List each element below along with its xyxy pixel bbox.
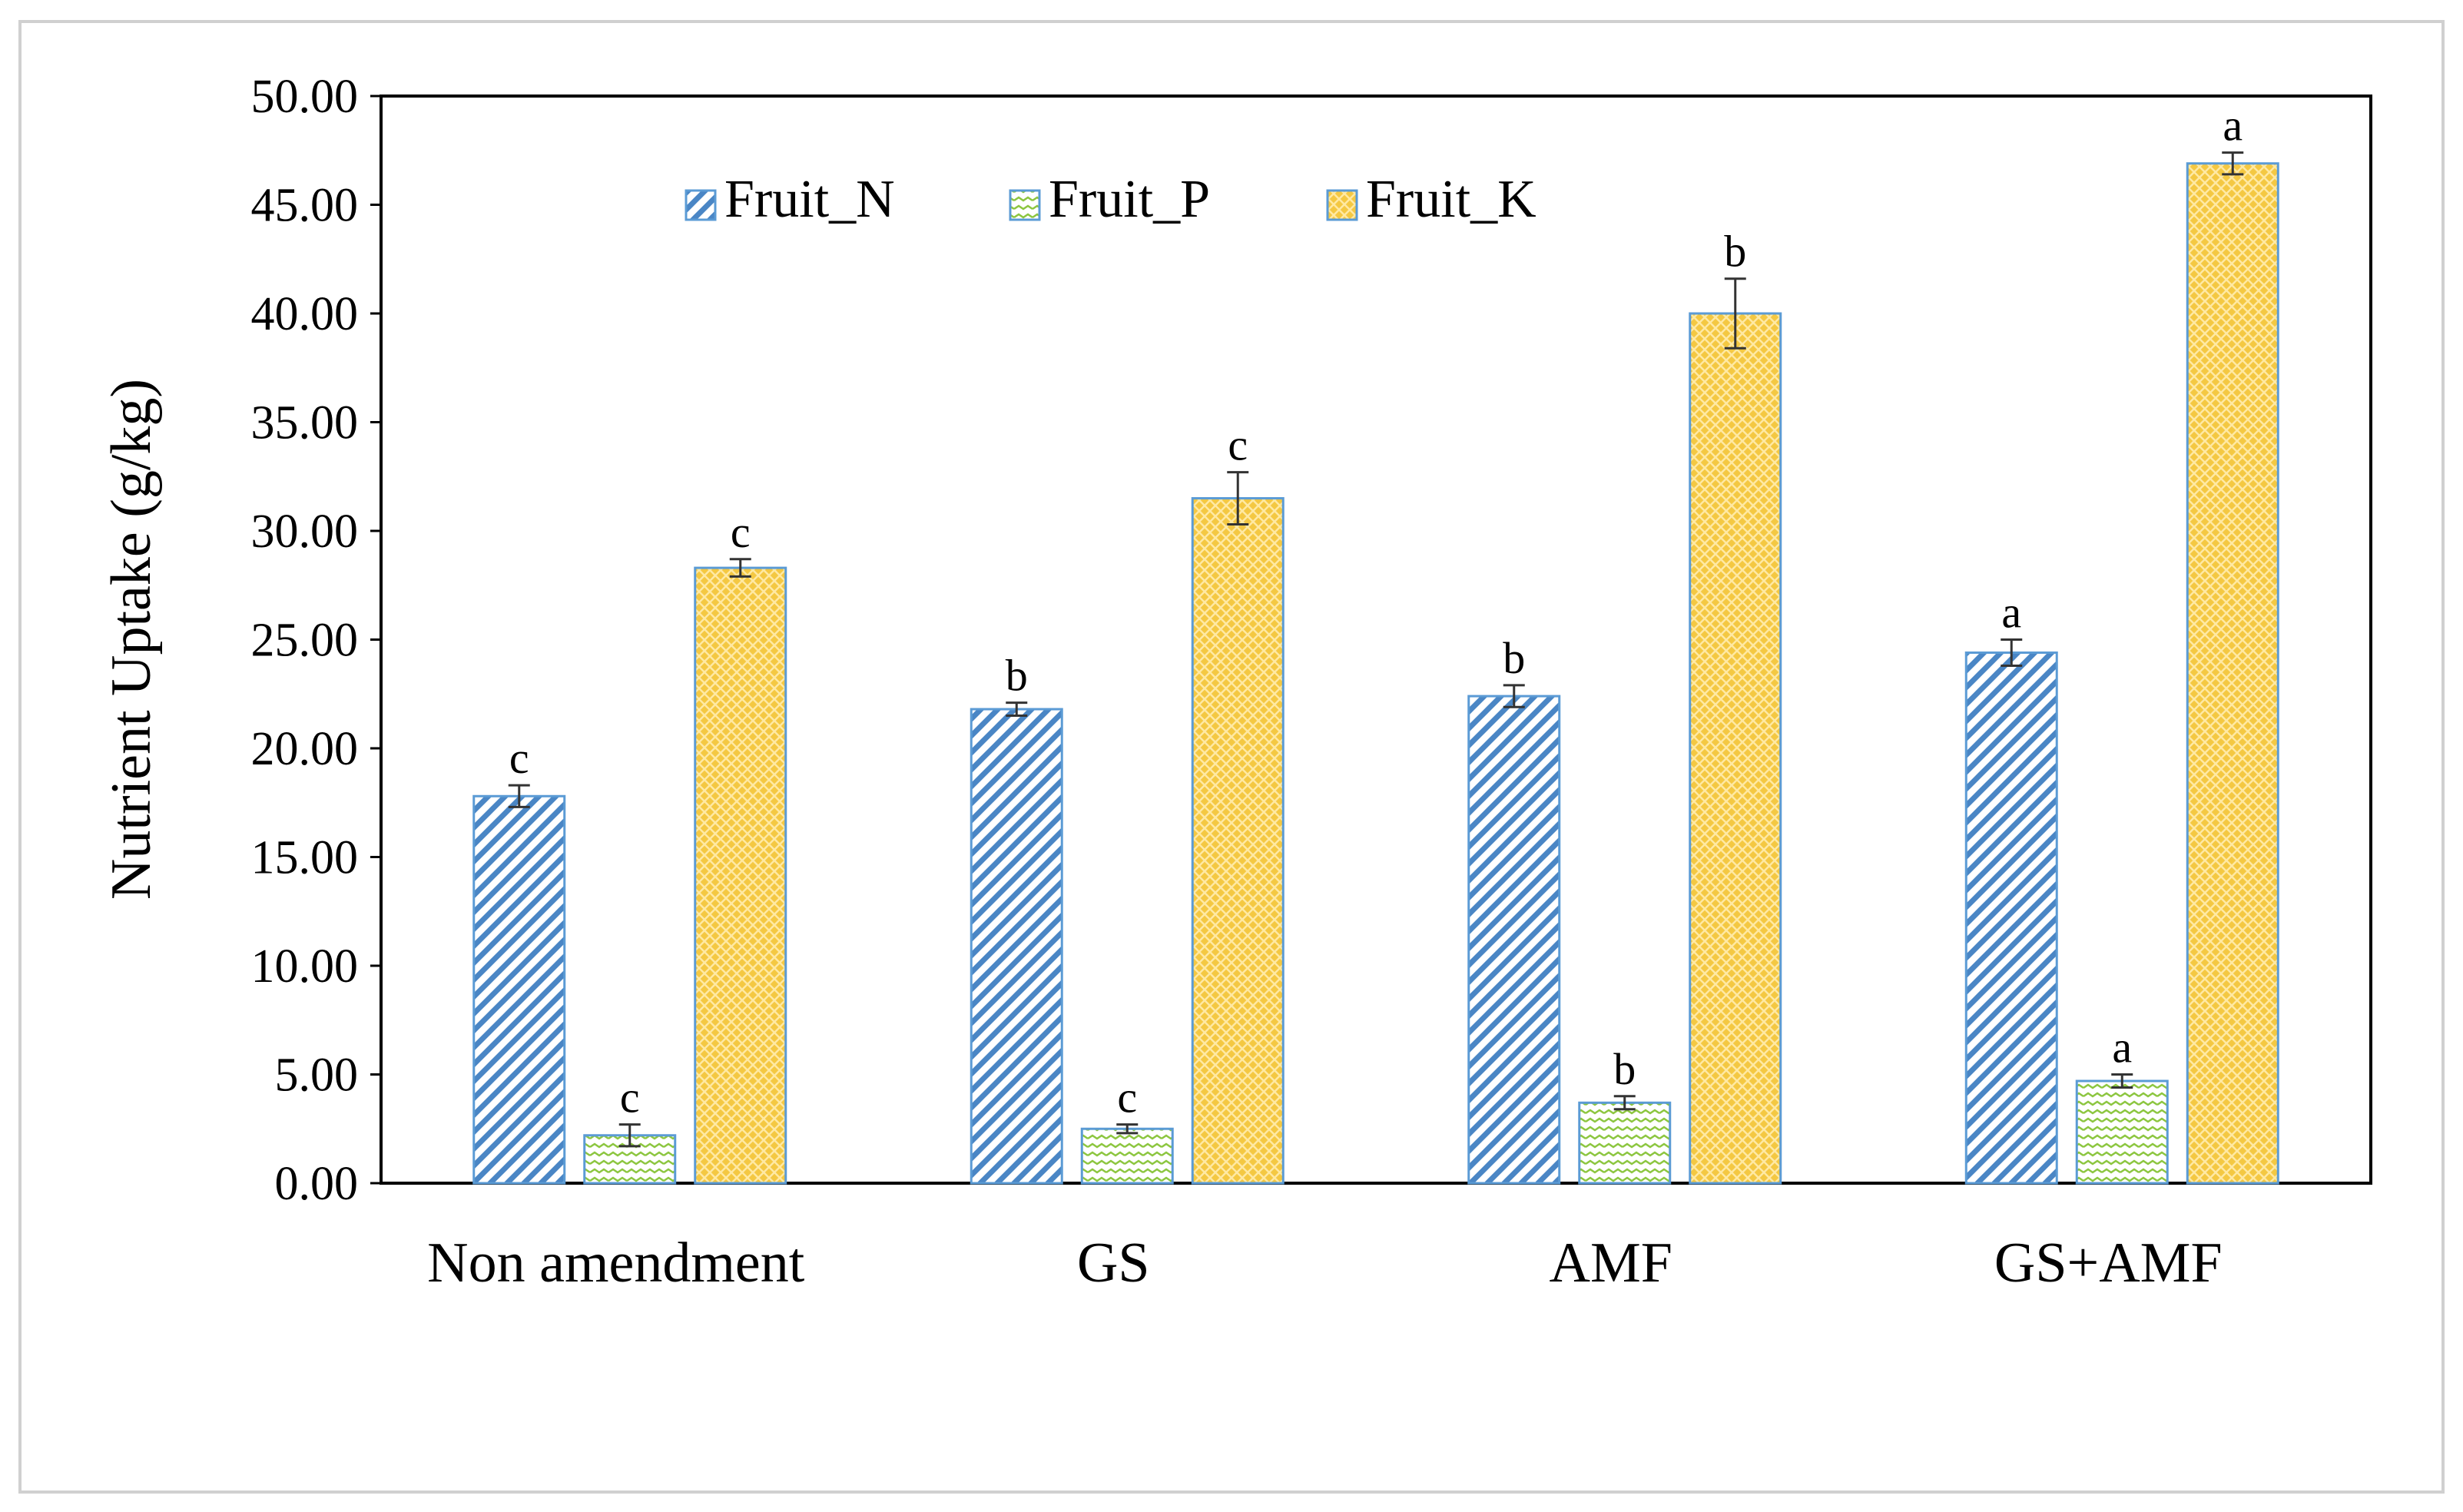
x-category-label: AMF xyxy=(1550,1232,1672,1295)
legend-swatch xyxy=(1326,189,1358,221)
significance-letter: c xyxy=(509,733,529,783)
legend-swatch xyxy=(1009,189,1041,221)
y-tick-label: 20.00 xyxy=(251,723,359,775)
y-axis-ticks: 0.00 5.00 10.00 15.00 20.00 25.00 30.00 35.00 40… xyxy=(251,71,381,1210)
bar-fruit-k xyxy=(694,566,787,1185)
significance-letter: b xyxy=(1503,633,1525,683)
significance-letter: b xyxy=(1724,227,1746,277)
significance-letter: a xyxy=(2112,1023,2132,1073)
bar-fruit-k xyxy=(2186,162,2279,1185)
significance-letter: c xyxy=(731,507,751,557)
bar-fruit-p xyxy=(1578,1101,1672,1185)
y-axis-label: Nutrient Uptake (g/kg) xyxy=(100,379,163,900)
bar-fruit-p xyxy=(1080,1127,1174,1185)
y-tick-label: 0.00 xyxy=(275,1158,359,1210)
bar-fruit-n xyxy=(1964,651,2058,1185)
y-tick-label: 15.00 xyxy=(251,832,359,884)
significance-letter: c xyxy=(620,1073,640,1122)
x-axis-categories: Non amendment GS AMF GS+AMF xyxy=(427,1232,2222,1295)
y-tick-label: 5.00 xyxy=(275,1049,359,1102)
y-tick-label: 25.00 xyxy=(251,615,359,667)
significance-letter: a xyxy=(2001,588,2021,638)
significance-letter: b xyxy=(1006,651,1028,701)
legend: Fruit_N Fruit_P Fruit_K xyxy=(685,170,1536,229)
y-tick-label: 35.00 xyxy=(251,397,359,449)
bar-fruit-n xyxy=(970,708,1063,1185)
legend-label: Fruit_P xyxy=(1049,170,1210,229)
bar-fruit-k xyxy=(1689,312,1782,1185)
bar-fruit-n xyxy=(472,794,566,1185)
x-category-label: Non amendment xyxy=(427,1232,805,1295)
plot-area xyxy=(380,94,2372,1185)
bars-layer: c c c b c c b b b a a a xyxy=(472,101,2279,1185)
significance-letter: b xyxy=(1613,1044,1636,1094)
significance-letter: c xyxy=(1117,1073,1137,1122)
x-category-label: GS xyxy=(1077,1232,1150,1295)
y-tick-label: 45.00 xyxy=(251,180,359,232)
y-tick-label: 50.00 xyxy=(251,71,359,123)
bar-fruit-p xyxy=(583,1134,677,1185)
y-tick-label: 10.00 xyxy=(251,940,359,993)
legend-swatch xyxy=(685,189,717,221)
y-tick-label: 30.00 xyxy=(251,506,359,558)
x-category-label: GS+AMF xyxy=(1994,1232,2223,1295)
y-tick-label: 40.00 xyxy=(251,288,359,340)
bar-fruit-p xyxy=(2075,1079,2169,1185)
bar-fruit-k xyxy=(1191,497,1285,1185)
significance-letter: a xyxy=(2223,101,2243,151)
bar-fruit-n xyxy=(1467,695,1561,1185)
legend-label: Fruit_N xyxy=(724,170,895,229)
figure-border xyxy=(18,20,2445,1494)
legend-label: Fruit_K xyxy=(1366,170,1536,229)
significance-letter: c xyxy=(1228,420,1248,470)
